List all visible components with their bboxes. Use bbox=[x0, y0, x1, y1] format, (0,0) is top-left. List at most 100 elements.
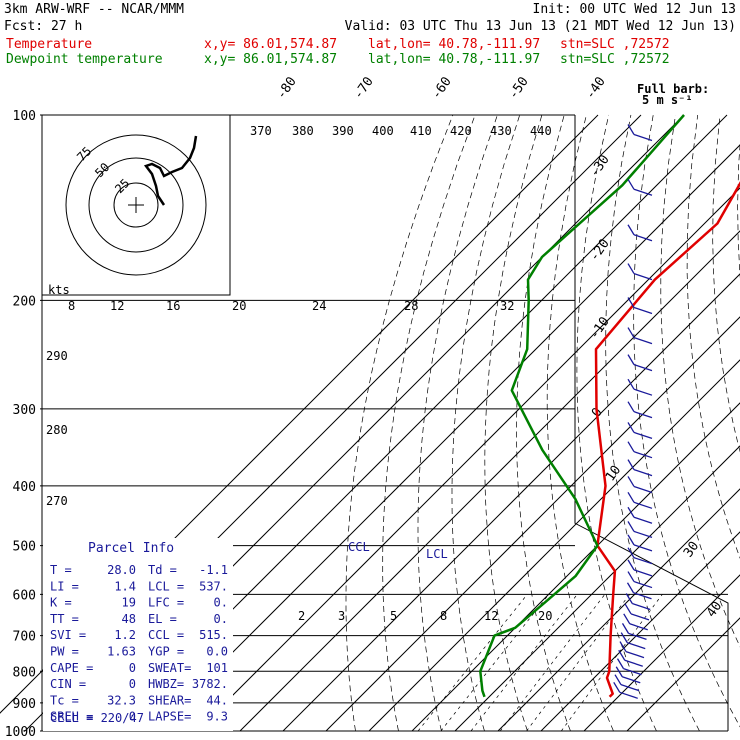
parcel-value: 0 bbox=[129, 710, 136, 724]
wind-barb-flag bbox=[625, 593, 633, 604]
wind-barb-flag bbox=[627, 459, 635, 470]
pressure-label: 1000 bbox=[5, 725, 36, 740]
pressure-label: 800 bbox=[13, 665, 36, 680]
isotherm-label: -50 bbox=[506, 74, 532, 102]
dry-adiabat bbox=[546, 114, 614, 732]
dry-adiabat bbox=[576, 114, 657, 732]
parcel-label: SVI = bbox=[50, 628, 86, 642]
legend-dew-stn: stn=SLC ,72572 bbox=[560, 52, 670, 67]
isotherm-label: -20 bbox=[587, 236, 613, 264]
wind-barb-flag bbox=[627, 441, 635, 453]
parcel-label: LAPSE= bbox=[148, 710, 191, 724]
parcel-label: CAPE = bbox=[50, 661, 93, 675]
parcel-value: 0 bbox=[129, 677, 136, 691]
wind-barb-flag bbox=[613, 681, 621, 693]
theta-label: 420 bbox=[450, 124, 472, 138]
parcel-value: 32.3 bbox=[107, 693, 136, 707]
parcel-value: 19 bbox=[122, 596, 136, 610]
kts-label: kts bbox=[48, 283, 70, 297]
parcel-value: 28.0 bbox=[107, 563, 136, 577]
dry-adiabat bbox=[605, 114, 700, 732]
wind-barb bbox=[633, 133, 653, 142]
parcel-label: Tc = bbox=[50, 693, 79, 707]
wind-barb bbox=[633, 411, 653, 419]
mixing-ratio-top-label: 8 bbox=[68, 299, 75, 313]
mixing-ratio-line bbox=[470, 594, 578, 732]
parcel-value: 0.0 bbox=[206, 645, 228, 659]
parcel-label: EL = bbox=[148, 612, 177, 626]
theta-label: 430 bbox=[490, 124, 512, 138]
dry-adiabat bbox=[686, 114, 740, 559]
wind-barb-flag bbox=[616, 658, 625, 669]
wind-barb-flag bbox=[627, 224, 635, 236]
wind-barb bbox=[633, 592, 652, 600]
wind-barb-flag bbox=[627, 378, 635, 390]
wind-barb bbox=[633, 336, 653, 345]
parcel-label: K = bbox=[50, 596, 72, 610]
parcel-value: 0. bbox=[214, 612, 228, 626]
wind-barb bbox=[623, 668, 642, 676]
pressure-label: 900 bbox=[13, 697, 36, 712]
ccl-marker: CCL bbox=[348, 540, 370, 554]
hodograph-trace bbox=[143, 135, 198, 206]
parcel-value: 101 bbox=[206, 661, 228, 675]
mixing-ratio-top-label: 32 bbox=[500, 299, 514, 313]
dry-adiabat bbox=[660, 114, 740, 648]
wind-barb bbox=[622, 676, 641, 684]
wind-barb bbox=[633, 557, 653, 565]
mixing-ratio-bottom-label: 12 bbox=[484, 609, 498, 623]
theta-label: 440 bbox=[530, 124, 552, 138]
pressure-label: 100 bbox=[13, 109, 36, 124]
mixing-ratio-bottom-label: 8 bbox=[440, 609, 447, 623]
dry-adiabat bbox=[484, 114, 543, 732]
mixing-ratio-bottom-label: 20 bbox=[538, 609, 552, 623]
isotherm-label: -30 bbox=[587, 152, 613, 180]
parcel-cell: CELL = 220/47 bbox=[50, 711, 144, 725]
wind-barb-flag bbox=[627, 422, 635, 433]
isotherm-label: 40 bbox=[704, 599, 725, 620]
wind-barb bbox=[633, 516, 653, 524]
header-init: Init: 00 UTC Wed 12 Jun 13 bbox=[533, 2, 737, 17]
isotherm-line bbox=[239, 230, 740, 732]
isotherm-line bbox=[540, 531, 740, 732]
wind-barb bbox=[632, 602, 651, 611]
parcel-label: SREH = bbox=[50, 710, 93, 724]
header-valid: Valid: 03 UTC Thu 13 Jun 13 (21 MDT Wed … bbox=[345, 19, 736, 34]
wind-barb-flag bbox=[623, 613, 631, 625]
theta-label: 400 bbox=[372, 124, 394, 138]
profiles bbox=[479, 114, 740, 698]
isotherm-label: 30 bbox=[681, 539, 702, 560]
theta-label: 380 bbox=[292, 124, 314, 138]
mixing-ratio-top-label: 20 bbox=[232, 299, 246, 313]
isotherm-label: -70 bbox=[351, 74, 377, 102]
wind-barb bbox=[629, 623, 648, 631]
dry-adiabat bbox=[451, 114, 521, 732]
header-fcst: Fcst: 27 h bbox=[4, 19, 82, 34]
isotherm-line bbox=[325, 316, 740, 732]
wind-barb bbox=[633, 388, 653, 396]
theta-label: 410 bbox=[410, 124, 432, 138]
parcel-label: CIN = bbox=[50, 677, 86, 691]
isotherm-label: -60 bbox=[429, 74, 455, 102]
dry-adiabat bbox=[516, 114, 571, 732]
wind-barb bbox=[624, 659, 643, 667]
wind-barb bbox=[633, 544, 653, 552]
legend-dew-latlon: lat,lon= 40.78,-111.97 bbox=[368, 52, 540, 67]
parcel-value: 537. bbox=[199, 579, 228, 593]
parcel-value: 9.3 bbox=[206, 710, 228, 724]
parcel-label: LI = bbox=[50, 579, 79, 593]
wind-barb bbox=[633, 501, 653, 509]
mixing-ratio-line bbox=[561, 594, 663, 732]
theta-label: 390 bbox=[332, 124, 354, 138]
wind-barb bbox=[630, 613, 650, 621]
parcel-value: -1.1 bbox=[199, 563, 228, 577]
wind-barb-flag bbox=[627, 124, 635, 135]
dry-adiabat bbox=[633, 114, 740, 728]
mixing-ratio-line bbox=[499, 594, 606, 732]
wind-barb bbox=[633, 580, 653, 589]
mixing-ratio-line bbox=[417, 594, 528, 732]
wind-barb-flag bbox=[627, 491, 635, 503]
legend-dew-xy: x,y= 86.01,574.87 bbox=[204, 52, 337, 67]
wind-barb bbox=[633, 234, 653, 242]
